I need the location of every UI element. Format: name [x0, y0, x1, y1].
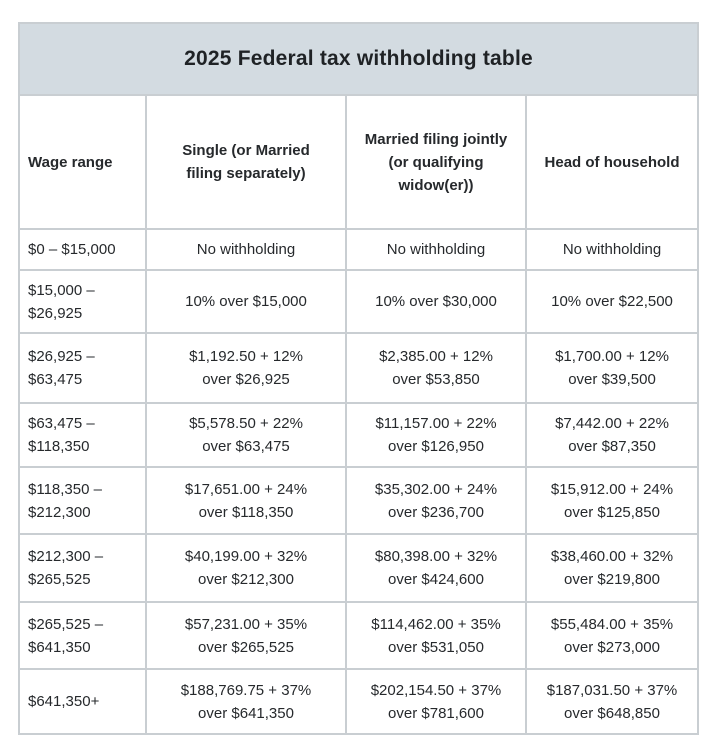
single-cell: $188,769.75 + 37% over $641,350 [145, 668, 347, 735]
single-cell: $57,231.00 + 35% over $265,525 [145, 601, 347, 670]
head-of-household-cell: $55,484.00 + 35% over $273,000 [524, 601, 700, 670]
wage-range-cell: $26,925 – $63,475 [18, 332, 147, 404]
column-header-married-jointly: Married filing jointly (or qualifying wi… [345, 94, 527, 230]
married-jointly-cell: $202,154.50 + 37% over $781,600 [345, 668, 527, 735]
married-jointly-cell: $2,385.00 + 12% over $53,850 [345, 332, 527, 404]
wage-range-cell: $0 – $15,000 [18, 228, 147, 271]
table-row: $265,525 – $641,350 $57,231.00 + 35% ove… [18, 601, 700, 670]
head-of-household-cell: $1,700.00 + 12% over $39,500 [524, 332, 700, 404]
table-row: $118,350 – $212,300 $17,651.00 + 24% ove… [18, 466, 700, 535]
table-row: $0 – $15,000 No withholding No withholdi… [18, 228, 700, 271]
head-of-household-cell: $15,912.00 + 24% over $125,850 [524, 466, 700, 535]
married-jointly-cell: No withholding [345, 228, 527, 271]
table-title: 2025 Federal tax withholding table [17, 22, 700, 96]
single-cell: 10% over $15,000 [145, 269, 347, 334]
single-cell: $5,578.50 + 22% over $63,475 [145, 402, 347, 468]
wage-range-cell: $641,350+ [18, 668, 147, 735]
single-cell: $1,192.50 + 12% over $26,925 [145, 332, 347, 404]
table-row: $15,000 – $26,925 10% over $15,000 10% o… [18, 269, 700, 334]
table-row: $641,350+ $188,769.75 + 37% over $641,35… [18, 668, 700, 735]
column-header-single: Single (or Married filing separately) [145, 94, 347, 230]
head-of-household-cell: 10% over $22,500 [524, 269, 700, 334]
head-of-household-cell: $7,442.00 + 22% over $87,350 [524, 402, 700, 468]
married-jointly-cell: 10% over $30,000 [345, 269, 527, 334]
head-of-household-cell: No withholding [524, 228, 700, 271]
wage-range-cell: $265,525 – $641,350 [18, 601, 147, 670]
wage-range-cell: $63,475 – $118,350 [18, 402, 147, 468]
column-header-head-of-household: Head of household [524, 94, 700, 230]
married-jointly-cell: $80,398.00 + 32% over $424,600 [345, 533, 527, 603]
married-jointly-cell: $11,157.00 + 22% over $126,950 [345, 402, 527, 468]
column-header-row: Wage range Single (or Married filing sep… [18, 94, 700, 230]
married-jointly-cell: $35,302.00 + 24% over $236,700 [345, 466, 527, 535]
wage-range-cell: $212,300 – $265,525 [18, 533, 147, 603]
head-of-household-cell: $187,031.50 + 37% over $648,850 [524, 668, 700, 735]
wage-range-cell: $118,350 – $212,300 [18, 466, 147, 535]
column-header-wage-range: Wage range [18, 94, 147, 230]
table-title-row: 2025 Federal tax withholding table [17, 22, 700, 96]
head-of-household-cell: $38,460.00 + 32% over $219,800 [524, 533, 700, 603]
table-row: $26,925 – $63,475 $1,192.50 + 12% over $… [18, 332, 700, 404]
tax-withholding-table: 2025 Federal tax withholding table Wage … [17, 22, 700, 735]
single-cell: $40,199.00 + 32% over $212,300 [145, 533, 347, 603]
table-row: $63,475 – $118,350 $5,578.50 + 22% over … [18, 402, 700, 468]
table-row: $212,300 – $265,525 $40,199.00 + 32% ove… [18, 533, 700, 603]
single-cell: No withholding [145, 228, 347, 271]
wage-range-cell: $15,000 – $26,925 [18, 269, 147, 334]
single-cell: $17,651.00 + 24% over $118,350 [145, 466, 347, 535]
married-jointly-cell: $114,462.00 + 35% over $531,050 [345, 601, 527, 670]
